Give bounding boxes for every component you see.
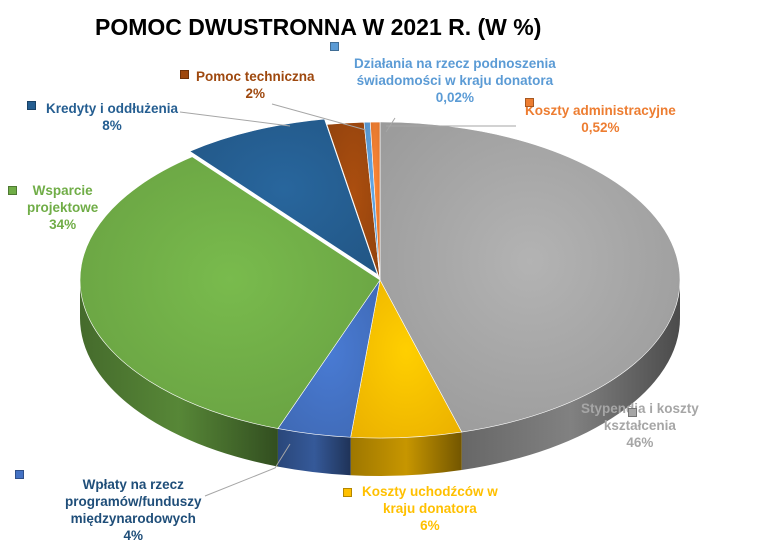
data-label-kredyty-i-odd-uz-enia: Kredyty i oddłużenia 8%: [46, 100, 178, 134]
data-label-text: Pomoc techniczna: [196, 69, 315, 84]
data-label-text: Wsparcie: [32, 183, 93, 198]
data-label-stypendia-i-koszty-kszta-cenia: Stypendia i koszty kształcenia 46%: [581, 400, 699, 451]
leader-line-wp-aty-na-rzecz-programo-w-funduszy-mie-dzynarodowych: [204, 443, 291, 497]
data-label-value: 0,02%: [435, 90, 475, 105]
data-label-text: programów/funduszy: [65, 494, 202, 509]
pie-slice-kredyty-i-odd-uz-enia[interactable]: [189, 118, 379, 276]
data-label-value: 46%: [626, 435, 654, 450]
data-label-value: 6%: [420, 518, 440, 533]
legend-key-icon: [27, 101, 36, 110]
pie-slice-koszty-administracyjne[interactable]: [369, 121, 381, 281]
data-label-text: kraju donatora: [382, 501, 477, 516]
data-label-value: 8%: [102, 118, 122, 133]
data-label-value: 4%: [123, 528, 144, 543]
pie-side-koszty-uchodz-co-w-w-kraju-donatora: [350, 432, 462, 477]
pie-side-wp-aty-na-rzecz-programo-w-funduszy-mie-dzynarodowych: [277, 428, 351, 476]
legend-key-icon: [15, 470, 24, 479]
data-label-value: 34%: [49, 217, 77, 232]
leader-line-kredyty-i-odd-uz-enia: [179, 111, 291, 127]
data-label-wsparcie-projektowe: Wsparcie projektowe 34%: [27, 182, 98, 233]
data-label-text: kształcenia: [603, 418, 676, 433]
legend-key-icon: [8, 186, 17, 195]
data-label-text: międzynarodowych: [70, 511, 196, 526]
legend-key-icon: [628, 408, 637, 417]
pie-side-stypendia-i-koszty-kszta-cenia: [461, 280, 680, 471]
legend-key-icon: [330, 42, 339, 51]
data-label-text: Wpłaty na rzecz: [82, 477, 184, 492]
data-label-text: Stypendia i koszty: [581, 401, 699, 416]
pie-side-walls: [80, 280, 680, 477]
data-label-text: świadomości w kraju donatora: [356, 73, 554, 88]
data-label-dzia-ania-na-rzecz-podnoszenia-s-wiadomos-ci-w-kraju-donatora: Działania na rzecz podnoszenia świadomośc…: [354, 55, 556, 106]
data-label-pomoc-techniczna: Pomoc techniczna 2%: [196, 68, 315, 102]
legend-key-icon: [343, 488, 352, 497]
legend-key-icon: [525, 98, 534, 107]
pie-slice-stypendia-i-koszty-kszta-cenia[interactable]: [379, 121, 681, 433]
data-label-text: Koszty uchodźców w: [362, 484, 498, 499]
data-label-text: Kredyty i oddłużenia: [46, 101, 179, 116]
data-label-text: Działania na rzecz podnoszenia: [354, 56, 556, 71]
data-label-text: projektowe: [27, 200, 99, 215]
leader-lines: [179, 103, 516, 497]
chart-title: POMOC DWUSTRONNA W 2021 R. (W %): [95, 14, 542, 40]
data-label-text: Koszty administracyjne: [525, 103, 676, 118]
legend-key-icon: [180, 70, 189, 79]
pie-slices: [79, 118, 681, 439]
leader-line-dzia-ania-na-rzecz-podnoszenia-s-wiadomos-ci-w-kraju-donatora: [385, 117, 396, 133]
data-label-value: 2%: [245, 86, 266, 101]
pie-slice-wsparcie-projektowe[interactable]: [79, 156, 381, 429]
data-label-value: 0,52%: [581, 120, 620, 135]
data-label-koszty-administracyjne: Koszty administracyjne 0,52%: [525, 102, 676, 136]
data-label-wp-aty-na-rzecz-programo-w-funduszy-mie-dzynarodowych: Wpłaty na rzecz programów/funduszy międzyn…: [65, 476, 202, 544]
pie-side-wsparcie-projektowe: [80, 280, 278, 467]
leader-line-pomoc-techniczna: [271, 103, 367, 131]
data-label-koszty-uchodz-co-w-w-kraju-donatora: Koszty uchodźców w kraju donatora 6%: [362, 483, 498, 534]
